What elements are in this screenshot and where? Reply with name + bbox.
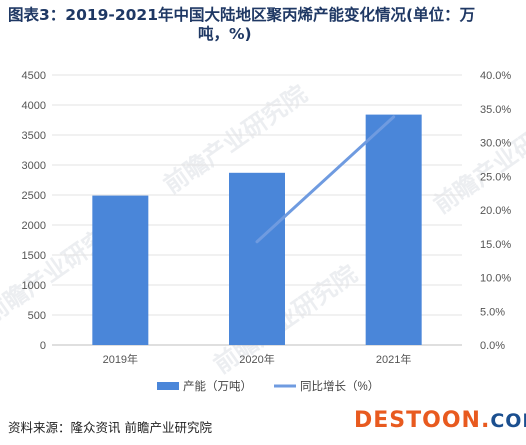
x-tick-label: 2020年 bbox=[239, 352, 274, 366]
y-tick-label: 3500 bbox=[22, 130, 46, 142]
y2-tick-label: 0.0% bbox=[480, 340, 505, 352]
destoon-logo: DESTOON.COM bbox=[354, 408, 526, 433]
y2-tick-label: 25.0% bbox=[480, 171, 511, 183]
y2-tick-label: 5.0% bbox=[480, 306, 505, 318]
legend-bar-swatch bbox=[157, 382, 179, 390]
title-line-1: 图表3：2019-2021年中国大陆地区聚丙烯产能变化情况(单位：万 bbox=[8, 6, 476, 24]
y-tick-label: 1000 bbox=[22, 280, 46, 292]
y-tick-label: 2500 bbox=[22, 190, 46, 202]
y-tick-label: 4000 bbox=[22, 100, 46, 112]
y2-tick-label: 10.0% bbox=[480, 273, 511, 285]
logo-dom: COM bbox=[490, 410, 526, 432]
y-tick-label: 1500 bbox=[22, 250, 46, 262]
y-tick-label: 0 bbox=[40, 340, 46, 352]
y2-tick-label: 35.0% bbox=[480, 104, 511, 116]
logo-dot: . bbox=[480, 408, 491, 433]
y-tick-label: 2000 bbox=[22, 220, 46, 232]
growth-line bbox=[255, 115, 396, 244]
bar bbox=[92, 195, 149, 345]
y-tick-label: 4500 bbox=[22, 70, 46, 82]
y-tick-label: 500 bbox=[28, 310, 46, 322]
y-tick-label: 3000 bbox=[22, 160, 46, 172]
chart-title: 图表3：2019-2021年中国大陆地区聚丙烯产能变化情况(单位：万 吨，%) bbox=[8, 6, 513, 44]
logo-main: DESTOON bbox=[354, 408, 481, 433]
legend-line-label: 同比增长（%） bbox=[300, 379, 379, 393]
x-tick-label: 2019年 bbox=[103, 352, 138, 366]
source-note: 资料来源：隆众资讯 前瞻产业研究院 bbox=[8, 420, 212, 435]
y2-tick-label: 15.0% bbox=[480, 239, 511, 251]
bar bbox=[229, 172, 285, 345]
title-line-2: 吨，%) bbox=[198, 25, 252, 43]
x-tick-label: 2021年 bbox=[376, 352, 411, 366]
y2-tick-label: 30.0% bbox=[480, 138, 511, 150]
y2-tick-label: 20.0% bbox=[480, 205, 511, 217]
y2-tick-label: 40.0% bbox=[480, 70, 511, 82]
legend-bar-label: 产能（万吨） bbox=[183, 379, 252, 393]
bar bbox=[365, 114, 422, 345]
